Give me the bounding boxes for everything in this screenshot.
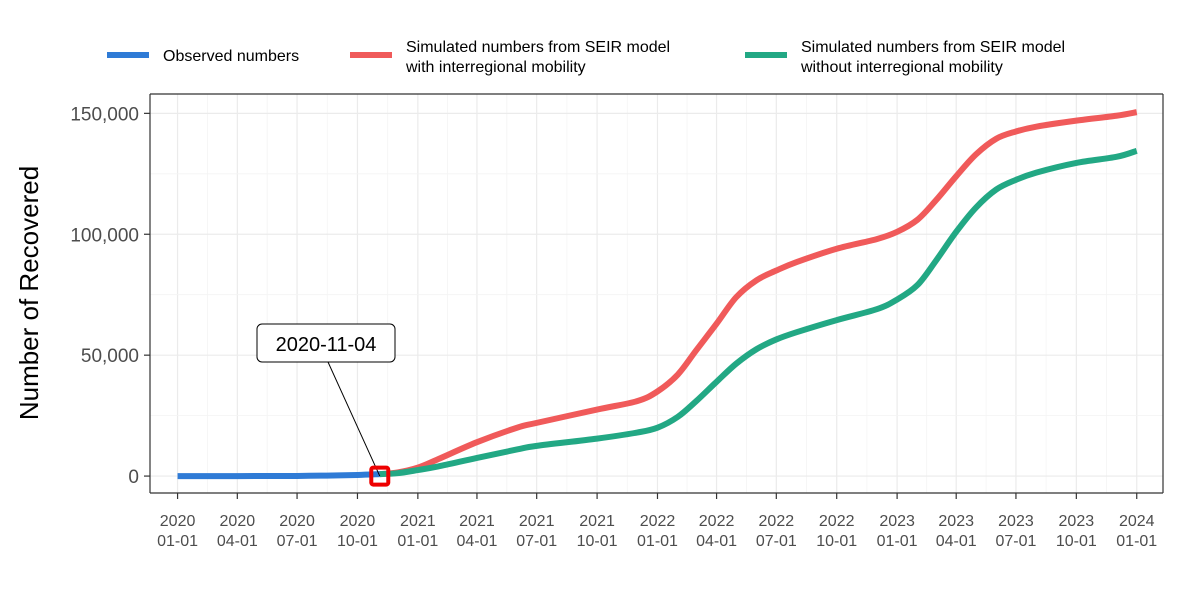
- x-tick-label-year: 2021: [459, 513, 495, 530]
- y-tick-label: 50,000: [81, 346, 139, 367]
- legend-label-1: with interregional mobility: [405, 59, 586, 76]
- x-tick-label-year: 2024: [1119, 513, 1155, 530]
- y-tick-label: 100,000: [70, 225, 139, 246]
- x-tick-label-year: 2021: [400, 513, 436, 530]
- x-tick-label-year: 2020: [220, 513, 256, 530]
- x-tick-label-year: 2020: [279, 513, 315, 530]
- x-tick-label-monthday: 01-01: [1116, 533, 1157, 550]
- x-tick-label-monthday: 07-01: [516, 533, 557, 550]
- x-tick-label-year: 2023: [938, 513, 974, 530]
- y-tick-label: 0: [128, 467, 139, 488]
- x-tick-label-monthday: 01-01: [637, 533, 678, 550]
- x-tick-label-year: 2022: [640, 513, 676, 530]
- y-tick-label: 150,000: [70, 104, 139, 125]
- legend-label-2: Simulated numbers from SEIR model: [801, 39, 1065, 56]
- x-tick-label-monthday: 01-01: [397, 533, 438, 550]
- axes: 2020 01-01 2020 04-01 2020 07-01 2020 10-01 2021…: [70, 93, 1164, 550]
- x-tick-label-year: 2021: [579, 513, 615, 530]
- x-tick-label-year: 2023: [879, 513, 915, 530]
- x-tick-label-year: 2022: [759, 513, 795, 530]
- annotation-label: 2020-11-04: [276, 334, 377, 356]
- plot-area: [150, 94, 1163, 493]
- plot-background: [150, 94, 1163, 493]
- legend-label-2: without interregional mobility: [800, 59, 1003, 76]
- x-tick-label-year: 2023: [1059, 513, 1095, 530]
- series-line-2: [379, 147, 1138, 478]
- x-tick-label-monthday: 04-01: [936, 533, 977, 550]
- x-tick-label-monthday: 04-01: [696, 533, 737, 550]
- x-tick-label-monthday: 01-01: [877, 533, 918, 550]
- annotation-label-box: [256, 323, 396, 363]
- x-tick-label-year: 2022: [699, 513, 735, 530]
- series-line-1: [379, 109, 1138, 478]
- annotation-connector: [327, 361, 381, 477]
- x-tick-label-monthday: 07-01: [277, 533, 318, 550]
- x-tick-label-monthday: 10-01: [577, 533, 618, 550]
- x-tick-label-monthday: 04-01: [217, 533, 258, 550]
- legend-label-0: Observed numbers: [163, 48, 299, 65]
- series-line-0: [177, 471, 380, 480]
- series-lines: [177, 109, 1138, 480]
- y-axis-title: Number of Recovered: [14, 166, 44, 420]
- x-tick-label-monthday: 10-01: [337, 533, 378, 550]
- gridlines: [150, 94, 1163, 493]
- x-tick-label-monthday: 04-01: [456, 533, 497, 550]
- x-tick-label-monthday: 10-01: [1056, 533, 1097, 550]
- annotation: 2020-11-04: [256, 323, 396, 487]
- x-tick-label-monthday: 01-01: [157, 533, 198, 550]
- x-tick-label-monthday: 10-01: [816, 533, 857, 550]
- x-tick-label-year: 2020: [340, 513, 376, 530]
- x-tick-label-monthday: 07-01: [756, 533, 797, 550]
- x-tick-label-year: 2021: [519, 513, 555, 530]
- x-tick-label-year: 2022: [819, 513, 855, 530]
- annotation-marker: [369, 465, 391, 487]
- x-tick-label-year: 2023: [998, 513, 1034, 530]
- x-tick-label-year: 2020: [160, 513, 196, 530]
- legend-label-1: Simulated numbers from SEIR model: [406, 39, 670, 56]
- legend: Observed numbers Simulated numbers from S…: [107, 39, 1065, 76]
- x-tick-label-monthday: 07-01: [995, 533, 1036, 550]
